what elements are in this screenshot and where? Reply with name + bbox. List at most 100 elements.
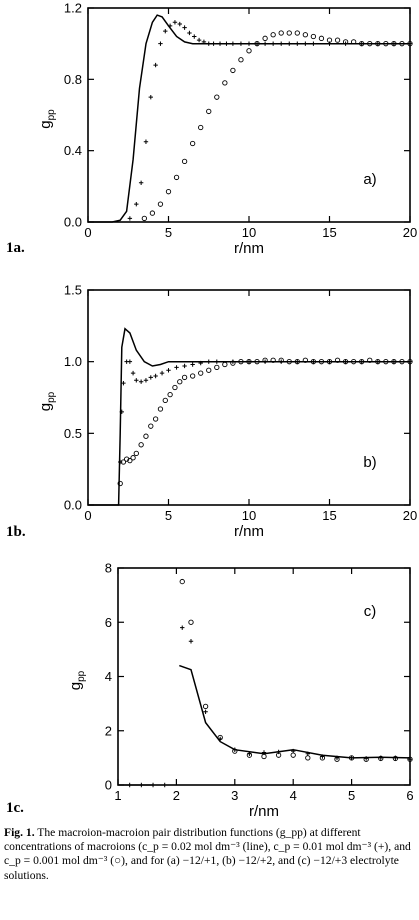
x-tick-label: 10 [242, 225, 256, 240]
y-tick-label: 6 [105, 615, 112, 630]
circle-marker [148, 423, 154, 429]
plus-marker [359, 41, 364, 46]
x-tick-label: 5 [165, 508, 172, 523]
y-axis-label: gpp [67, 670, 87, 690]
circle-marker [232, 748, 238, 754]
circle-marker [246, 752, 253, 758]
plus-marker [311, 41, 316, 46]
plus-marker [254, 41, 260, 46]
circle-marker [399, 359, 405, 365]
y-tick-label: 4 [105, 669, 112, 684]
plus-marker [203, 709, 208, 714]
circle-marker [290, 752, 296, 758]
plus-marker [230, 41, 236, 46]
plus-marker [407, 757, 413, 762]
circle-marker [157, 406, 164, 412]
circle-marker [334, 357, 341, 363]
circle-marker [407, 41, 413, 47]
circle-marker [399, 41, 405, 47]
circle-marker [206, 367, 212, 373]
plus-marker [134, 201, 139, 207]
circle-marker [238, 359, 244, 365]
circle-marker [238, 57, 244, 63]
plus-marker [177, 21, 182, 27]
circle-marker [130, 455, 136, 461]
circle-marker [342, 39, 349, 45]
x-tick-label: 15 [322, 225, 336, 240]
panel-annotation: b) [363, 454, 376, 471]
plus-marker [138, 379, 144, 384]
series-line [88, 14, 410, 223]
circle-marker [326, 359, 333, 365]
circle-marker [348, 755, 355, 761]
plus-marker [188, 639, 194, 644]
plus-marker [262, 41, 268, 46]
x-tick-label: 0 [84, 225, 91, 240]
plus-marker [391, 41, 397, 46]
plus-marker [391, 359, 397, 364]
circle-marker [181, 374, 188, 381]
plus-marker [174, 365, 179, 370]
circle-marker [367, 41, 373, 47]
plus-marker [127, 359, 133, 364]
figure-caption: Fig. 1. The macroion-macroion pair distr… [4, 826, 416, 883]
circle-marker [270, 357, 276, 363]
series-line [88, 327, 410, 506]
y-tick-label: 0.0 [64, 215, 82, 230]
y-tick-label: 0 [105, 778, 112, 793]
circle-marker [152, 416, 159, 422]
plus-marker [217, 41, 223, 46]
plus-marker [206, 41, 211, 46]
plus-marker [153, 62, 158, 68]
x-tick-label: 10 [242, 508, 256, 523]
circle-marker [198, 124, 204, 131]
circle-marker [133, 450, 139, 457]
plus-marker [119, 409, 125, 415]
circle-marker [294, 30, 300, 36]
circle-marker [407, 359, 413, 365]
circle-marker [278, 30, 284, 36]
circle-marker [318, 35, 325, 41]
y-tick-label: 1.0 [64, 354, 82, 369]
circle-marker [383, 41, 389, 47]
plus-marker [143, 378, 149, 383]
circle-marker [407, 756, 413, 762]
plus-marker [182, 25, 187, 30]
circle-marker [254, 41, 260, 47]
plus-marker [138, 180, 144, 185]
x-tick-label: 5 [165, 225, 172, 240]
circle-marker [198, 370, 204, 376]
circle-marker [378, 755, 384, 762]
circle-marker [173, 174, 180, 181]
circle-marker [254, 359, 260, 365]
plus-marker [279, 41, 284, 46]
circle-marker [177, 379, 183, 385]
circle-marker [310, 359, 317, 365]
plus-marker [127, 782, 132, 788]
circle-marker [189, 373, 196, 379]
plus-marker [349, 755, 354, 761]
circle-marker [179, 578, 185, 585]
x-tick-label: 3 [231, 788, 238, 803]
plot-frame [87, 7, 411, 223]
circle-marker [149, 210, 156, 216]
circle-marker [286, 359, 292, 365]
plus-marker [130, 370, 136, 376]
circle-marker [214, 364, 220, 371]
plus-marker [196, 37, 202, 43]
circle-marker [359, 359, 365, 365]
x-tick-label: 2 [173, 788, 180, 803]
circle-marker [367, 357, 373, 363]
circle-marker [141, 215, 148, 222]
circle-marker [202, 703, 209, 709]
plus-marker [172, 20, 178, 25]
circle-marker [217, 734, 223, 741]
circle-marker [350, 359, 357, 365]
circle-marker [214, 94, 220, 100]
plus-marker [211, 41, 216, 46]
panel-annotation: c) [364, 603, 377, 620]
plus-marker [214, 359, 219, 364]
plus-marker [198, 360, 203, 366]
plus-marker [407, 359, 413, 364]
